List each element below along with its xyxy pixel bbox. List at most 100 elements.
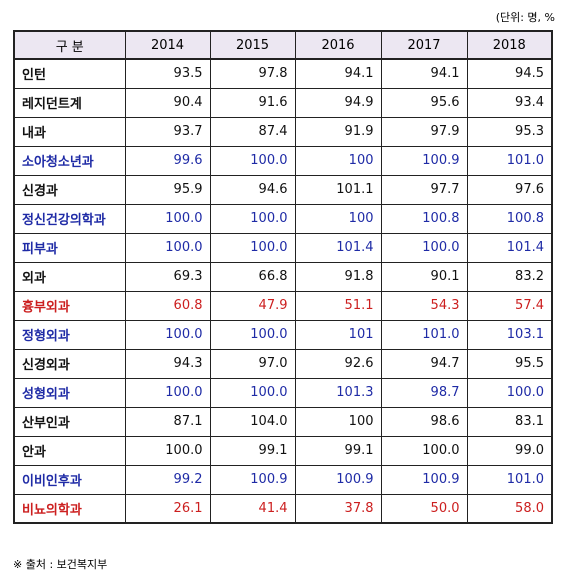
value-cell: 83.2 [466, 261, 553, 292]
value-cell: 100.0 [124, 232, 211, 263]
value-cell: 50.0 [380, 493, 468, 524]
value-cell: 94.9 [294, 87, 382, 118]
row-label: 흉부외과 [13, 290, 126, 321]
value-cell: 97.7 [380, 174, 468, 205]
value-cell: 99.6 [124, 145, 211, 176]
value-cell: 100.9 [380, 145, 468, 176]
residency-fill-rate-table: 구 분 2014 2015 2016 2017 2018 인턴 93.5 97.8 9… [13, 30, 553, 524]
value-cell: 95.3 [466, 116, 553, 147]
value-cell: 99.0 [466, 435, 553, 466]
value-cell: 58.0 [466, 493, 553, 524]
table-row: 비뇨의학과 26.1 41.4 37.8 50.0 58.0 [13, 493, 553, 524]
value-cell: 87.1 [124, 406, 211, 437]
value-cell: 98.7 [380, 377, 468, 408]
value-cell: 100 [294, 203, 382, 234]
value-cell: 100.9 [209, 464, 296, 495]
value-cell: 101.4 [294, 232, 382, 263]
value-cell: 101.0 [380, 319, 468, 350]
value-cell: 101 [294, 319, 382, 350]
value-cell: 94.6 [209, 174, 296, 205]
value-cell: 100.0 [209, 377, 296, 408]
value-cell: 83.1 [466, 406, 553, 437]
row-label: 내과 [13, 116, 126, 147]
table-row: 피부과 100.0 100.0 101.4 100.0 101.4 [13, 232, 553, 263]
value-cell: 94.7 [380, 348, 468, 379]
row-label: 정형외과 [13, 319, 126, 350]
table-row: 산부인과 87.1 104.0 100 98.6 83.1 [13, 406, 553, 437]
value-cell: 66.8 [209, 261, 296, 292]
table-row: 레지던트계 90.4 91.6 94.9 95.6 93.4 [13, 87, 553, 118]
value-cell: 103.1 [466, 319, 553, 350]
value-cell: 100.8 [380, 203, 468, 234]
row-label: 레지던트계 [13, 87, 126, 118]
value-cell: 95.9 [124, 174, 211, 205]
value-cell: 94.1 [294, 58, 382, 89]
value-cell: 95.5 [466, 348, 553, 379]
value-cell: 95.6 [380, 87, 468, 118]
value-cell: 100 [294, 406, 382, 437]
header-row: 구 분 2014 2015 2016 2017 2018 [13, 30, 553, 60]
value-cell: 54.3 [380, 290, 468, 321]
source-note: ※ 출처 : 보건복지부 [13, 558, 108, 571]
value-cell: 93.7 [124, 116, 211, 147]
row-label: 소아청소년과 [13, 145, 126, 176]
row-label: 신경외과 [13, 348, 126, 379]
value-cell: 100.0 [209, 145, 296, 176]
table-row: 소아청소년과 99.6 100.0 100 100.9 101.0 [13, 145, 553, 176]
value-cell: 99.1 [294, 435, 382, 466]
value-cell: 94.1 [380, 58, 468, 89]
row-label: 이비인후과 [13, 464, 126, 495]
value-cell: 97.8 [209, 58, 296, 89]
table-row: 정형외과 100.0 100.0 101 101.0 103.1 [13, 319, 553, 350]
value-cell: 41.4 [209, 493, 296, 524]
value-cell: 100 [294, 145, 382, 176]
value-cell: 99.1 [209, 435, 296, 466]
unit-note: (단위: 명, % [495, 11, 555, 24]
value-cell: 104.0 [209, 406, 296, 437]
row-label: 산부인과 [13, 406, 126, 437]
value-cell: 100.0 [380, 232, 468, 263]
value-cell: 100.0 [209, 232, 296, 263]
table-row: 내과 93.7 87.4 91.9 97.9 95.3 [13, 116, 553, 147]
value-cell: 100.0 [209, 319, 296, 350]
table-row: 신경과 95.9 94.6 101.1 97.7 97.6 [13, 174, 553, 205]
value-cell: 90.1 [380, 261, 468, 292]
value-cell: 100.0 [380, 435, 468, 466]
value-cell: 101.1 [294, 174, 382, 205]
row-label: 인턴 [13, 58, 126, 89]
value-cell: 47.9 [209, 290, 296, 321]
value-cell: 69.3 [124, 261, 211, 292]
header-label: 구 분 [13, 30, 126, 60]
value-cell: 91.9 [294, 116, 382, 147]
row-label: 외과 [13, 261, 126, 292]
header-year: 2014 [124, 30, 211, 60]
value-cell: 92.6 [294, 348, 382, 379]
row-label: 안과 [13, 435, 126, 466]
value-cell: 97.6 [466, 174, 553, 205]
value-cell: 91.8 [294, 261, 382, 292]
value-cell: 98.6 [380, 406, 468, 437]
value-cell: 94.5 [466, 58, 553, 89]
value-cell: 60.8 [124, 290, 211, 321]
value-cell: 97.0 [209, 348, 296, 379]
row-label: 신경과 [13, 174, 126, 205]
row-label: 정신건강의학과 [13, 203, 126, 234]
value-cell: 94.3 [124, 348, 211, 379]
value-cell: 90.4 [124, 87, 211, 118]
value-cell: 100.0 [124, 319, 211, 350]
table-row: 안과 100.0 99.1 99.1 100.0 99.0 [13, 435, 553, 466]
value-cell: 101.0 [466, 464, 553, 495]
table-row: 신경외과 94.3 97.0 92.6 94.7 95.5 [13, 348, 553, 379]
value-cell: 100.0 [466, 377, 553, 408]
value-cell: 100.9 [380, 464, 468, 495]
table-row: 이비인후과 99.2 100.9 100.9 100.9 101.0 [13, 464, 553, 495]
value-cell: 100.0 [124, 203, 211, 234]
value-cell: 99.2 [124, 464, 211, 495]
value-cell: 37.8 [294, 493, 382, 524]
table-row: 흉부외과 60.8 47.9 51.1 54.3 57.4 [13, 290, 553, 321]
value-cell: 87.4 [209, 116, 296, 147]
value-cell: 101.0 [466, 145, 553, 176]
value-cell: 100.0 [209, 203, 296, 234]
value-cell: 91.6 [209, 87, 296, 118]
value-cell: 100.0 [124, 435, 211, 466]
